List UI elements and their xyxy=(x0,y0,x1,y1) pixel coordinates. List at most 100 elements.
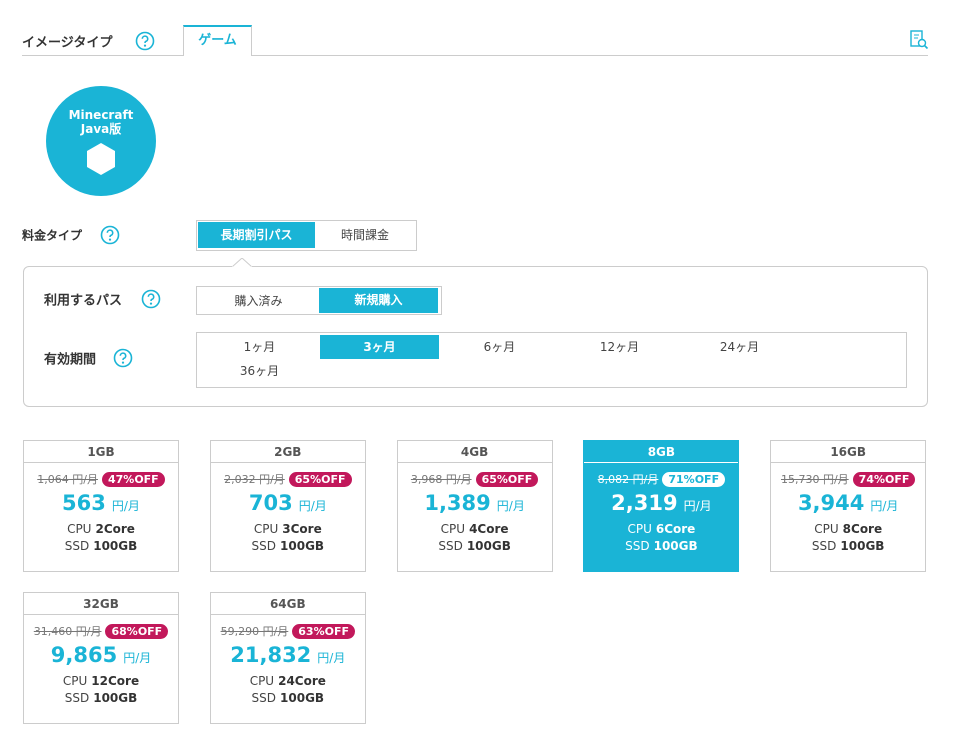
cpu-value: 24Core xyxy=(278,674,326,688)
price-row: 2,319 円/月 xyxy=(584,491,738,517)
cpu-value: 4Core xyxy=(469,522,509,536)
discount-badge: 74%OFF xyxy=(852,471,916,487)
plan-memory: 16GB xyxy=(771,441,926,463)
ssd-spec: SSD 100GB xyxy=(771,538,925,555)
cpu-label: CPU xyxy=(67,522,92,536)
plan-memory: 1GB xyxy=(24,441,178,463)
old-price-row: 3,968 円/月 65%OFF xyxy=(398,470,552,488)
discount-badge: 47%OFF xyxy=(101,471,165,487)
plan-memory: 32GB xyxy=(24,593,178,615)
image-name: Minecraft xyxy=(68,108,134,122)
cpu-value: 8Core xyxy=(842,522,883,536)
ssd-label: SSD xyxy=(64,691,90,705)
discount-badge: 65%OFF xyxy=(288,471,352,487)
plan-price: 21,832 xyxy=(230,643,312,667)
pass-group: 購入済み 新規購入 xyxy=(196,286,442,315)
help-icon[interactable] xyxy=(141,289,161,309)
plan-memory: 8GB xyxy=(584,441,739,463)
plan-memory: 4GB xyxy=(397,441,552,463)
price-unit: 円/月 xyxy=(317,651,346,665)
discount-badge: 65%OFF xyxy=(475,471,539,487)
cpu-spec: CPU 3Core xyxy=(211,521,365,538)
cpu-label: CPU xyxy=(814,522,839,536)
price-unit: 円/月 xyxy=(298,499,327,513)
ssd-spec: SSD 100GB xyxy=(584,538,738,555)
price-row: 563 円/月 xyxy=(24,491,178,517)
ssd-spec: SSD 100GB xyxy=(211,690,365,707)
pricing-type-label: 料金タイプ xyxy=(22,228,83,243)
pricing-option[interactable]: 時間課金 xyxy=(340,228,389,242)
cpu-value: 12Core xyxy=(91,674,140,688)
help-icon[interactable] xyxy=(100,225,120,245)
plan-card[interactable]: 1GB 1,064 円/月 47%OFF 563 円/月 CPU 2Core SSD 100GB xyxy=(23,440,179,572)
old-price-row: 8,082 円/月 71%OFF xyxy=(584,470,738,488)
help-icon[interactable] xyxy=(135,31,155,51)
plan-card[interactable]: 4GB 3,968 円/月 65%OFF 1,389 円/月 CPU 4Core SSD 100… xyxy=(396,440,553,572)
plan-card[interactable]: 8GB 8,082 円/月 71%OFF 2,319 円/月 CPU 6Core SSD 100… xyxy=(583,440,740,572)
old-price-row: 2,032 円/月 65%OFF xyxy=(211,470,365,488)
old-price: 8,082 円/月 xyxy=(597,473,659,486)
image-name: Java版 xyxy=(80,122,122,136)
plan-card[interactable]: 16GB 15,730 円/月 74%OFF 3,944 円/月 CPU 8Core SSD 1… xyxy=(770,440,927,572)
price-row: 3,944 円/月 xyxy=(771,491,925,517)
ssd-spec: SSD 100GB xyxy=(24,690,178,707)
ssd-label: SSD xyxy=(251,691,277,705)
price-unit: 円/月 xyxy=(683,499,712,513)
price-row: 703 円/月 xyxy=(211,491,365,517)
cpu-value: 3Core xyxy=(282,522,322,536)
cpu-spec: CPU 24Core xyxy=(211,673,365,690)
cpu-label: CPU xyxy=(62,674,88,688)
period-option[interactable]: 24ヶ月 xyxy=(719,340,760,354)
cpu-spec: CPU 6Core xyxy=(584,521,738,538)
plan-memory: 2GB xyxy=(210,441,365,463)
price-row: 21,832 円/月 xyxy=(211,643,365,669)
price-unit: 円/月 xyxy=(123,651,152,665)
help-icon[interactable] xyxy=(113,348,133,368)
period-option[interactable]: 3ヶ月 xyxy=(320,335,439,359)
pass-option[interactable]: 購入済み xyxy=(234,294,283,308)
discount-badge: 68%OFF xyxy=(105,623,169,639)
old-price-row: 15,730 円/月 74%OFF xyxy=(771,470,925,488)
hexagon-icon xyxy=(87,143,115,175)
pricing-option[interactable]: 長期割引パス xyxy=(198,222,315,248)
ssd-spec: SSD 100GB xyxy=(398,538,552,555)
cpu-value: 2Core xyxy=(95,522,135,536)
search-icon[interactable] xyxy=(909,30,929,50)
plan-memory: 64GB xyxy=(210,593,365,615)
plan-price: 9,865 xyxy=(50,643,118,667)
old-price: 3,968 円/月 xyxy=(410,473,472,486)
ssd-label: SSD xyxy=(438,539,463,553)
pricing-type-group: 長期割引パス 時間課金 xyxy=(196,220,417,251)
period-option[interactable]: 12ヶ月 xyxy=(599,340,640,354)
pass-option[interactable]: 新規購入 xyxy=(319,288,438,313)
image-icon[interactable]: Minecraft Java版 xyxy=(46,86,156,196)
plan-price: 3,944 xyxy=(797,491,865,515)
game-tab[interactable]: ゲーム xyxy=(183,25,252,56)
plan-price: 2,319 xyxy=(611,491,678,515)
period-option[interactable]: 1ヶ月 xyxy=(243,340,276,354)
discount-badge: 71%OFF xyxy=(662,471,726,487)
period-group: 1ヶ月 3ヶ月 6ヶ月 12ヶ月 24ヶ月 36ヶ月 xyxy=(196,332,907,388)
period-option[interactable]: 36ヶ月 xyxy=(239,364,280,378)
plan-price: 1,389 xyxy=(424,491,491,515)
ssd-label: SSD xyxy=(64,539,90,553)
ssd-value: 100GB xyxy=(840,539,885,553)
cpu-spec: CPU 8Core xyxy=(771,521,925,538)
ssd-label: SSD xyxy=(251,539,277,553)
plan-card[interactable]: 2GB 2,032 円/月 65%OFF 703 円/月 CPU 3Core SSD 100GB xyxy=(209,440,366,572)
ssd-value: 100GB xyxy=(93,539,138,553)
period-option[interactable]: 6ヶ月 xyxy=(483,340,516,354)
old-price-row: 1,064 円/月 47%OFF xyxy=(24,470,178,488)
period-label: 有効期間 xyxy=(44,352,97,368)
cpu-spec: CPU 2Core xyxy=(24,521,178,538)
cpu-label: CPU xyxy=(253,522,279,536)
ssd-label: SSD xyxy=(811,539,837,553)
price-row: 9,865 円/月 xyxy=(24,643,178,669)
pass-panel xyxy=(23,266,928,407)
cpu-spec: CPU 4Core xyxy=(398,521,552,538)
discount-badge: 63%OFF xyxy=(292,623,355,639)
plan-card[interactable]: 64GB 59,290 円/月 63%OFF 21,832 円/月 CPU 24Core SS… xyxy=(209,592,366,724)
plan-card[interactable]: 32GB 31,460 円/月 68%OFF 9,865 円/月 CPU 12Core SSD… xyxy=(23,592,179,724)
ssd-value: 100GB xyxy=(280,691,325,705)
